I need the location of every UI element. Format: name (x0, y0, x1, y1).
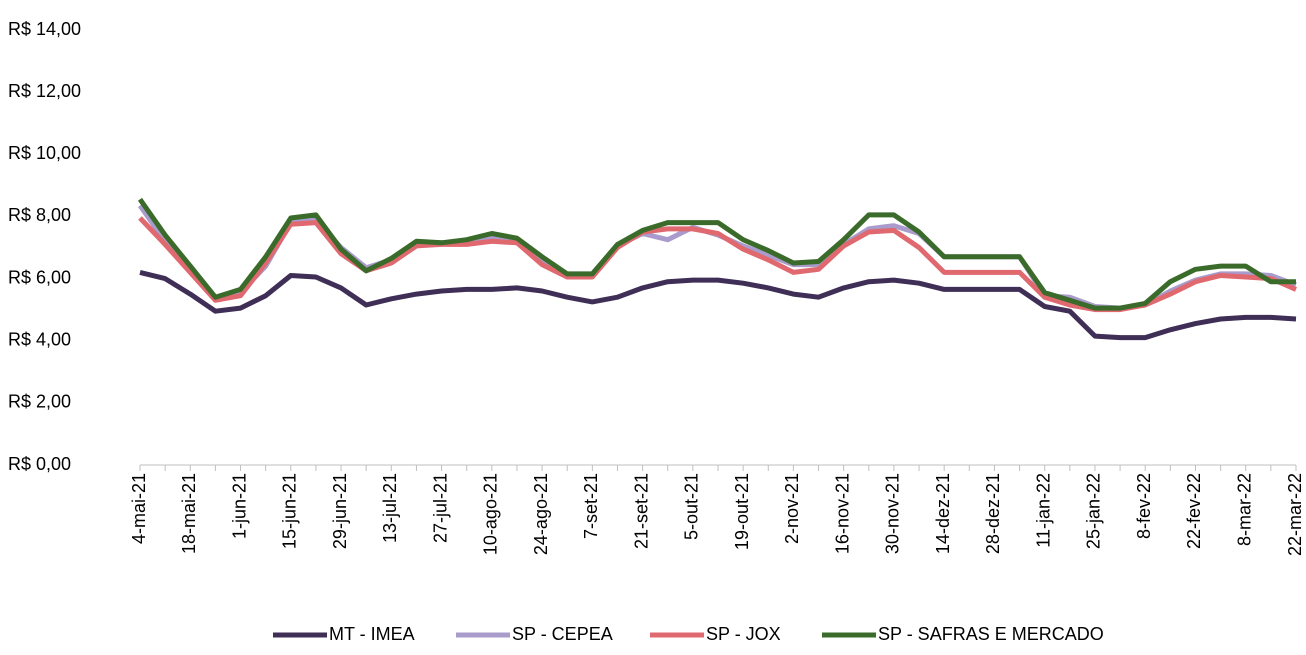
x-tick-label: 5-out-21 (682, 473, 702, 540)
y-tick-label: R$ 4,00 (8, 329, 71, 349)
x-tick-label: 2-nov-21 (782, 473, 802, 544)
x-tick-label: 22-fev-22 (1184, 473, 1204, 549)
x-tick-label: 29-jun-21 (330, 473, 350, 549)
x-tick-label: 15-jun-21 (280, 473, 300, 549)
x-tick-label: 7-set-21 (581, 473, 601, 539)
y-tick-label: R$ 2,00 (8, 392, 71, 412)
x-tick-label: 8-fev-22 (1134, 473, 1154, 539)
x-tick-label: 28-dez-21 (983, 473, 1003, 554)
series-line (138, 216, 1297, 313)
y-tick-label: R$ 12,00 (8, 81, 81, 101)
x-tick-label: 16-nov-21 (832, 473, 852, 554)
x-tick-label: 11-jan-22 (1033, 473, 1053, 548)
x-tick-label: 13-jul-21 (380, 473, 400, 543)
x-tick-label: 14-dez-21 (933, 473, 953, 554)
x-tick-label: 22-mar-22 (1285, 473, 1305, 556)
y-tick-label: R$ 6,00 (8, 267, 71, 287)
x-tick-label: 30-nov-21 (883, 473, 903, 554)
legend-label: SP - JOX (706, 624, 781, 644)
x-tick-label: 21-set-21 (631, 473, 651, 549)
x-tick-label: 1-jun-21 (229, 473, 249, 539)
y-tick-label: R$ 0,00 (8, 454, 71, 474)
x-tick-label: 10-ago-21 (481, 473, 501, 555)
x-tick-label: 8-mar-22 (1234, 473, 1254, 546)
legend-label: SP - SAFRAS E MERCADO (878, 624, 1104, 644)
y-tick-label: R$ 10,00 (8, 143, 81, 163)
x-tick-label: 24-ago-21 (531, 473, 551, 555)
series-line (137, 197, 1296, 311)
y-tick-label: R$ 14,00 (8, 19, 81, 39)
x-tick-label: 27-jul-21 (430, 473, 450, 543)
x-tick-label: 19-out-21 (732, 473, 752, 550)
series-line (139, 269, 1297, 341)
y-tick-label: R$ 8,00 (8, 205, 71, 225)
legend-label: MT - IMEA (329, 624, 415, 644)
x-tick-label: 4-mai-21 (129, 473, 149, 544)
legend-label: SP - CEPEA (512, 624, 613, 644)
x-tick-label: 25-jan-22 (1084, 473, 1104, 549)
x-tick-label: 18-mai-21 (179, 473, 199, 554)
